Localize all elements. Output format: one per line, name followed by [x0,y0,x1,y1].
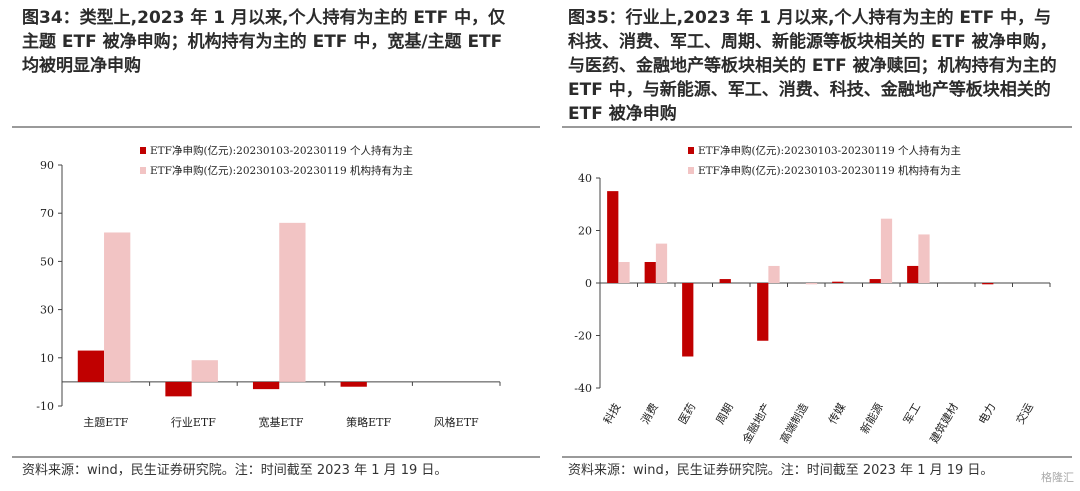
bar-individual [757,283,769,341]
x-category-label: 电力 [976,401,998,427]
x-category-label: 宽基ETF [259,415,304,429]
watermark-logo: 格隆汇 [1041,471,1074,484]
y-tick-label: 10 [40,352,54,365]
x-category-label: 传媒 [826,401,848,427]
x-category-label: 金融地产 [739,401,773,446]
legend-swatch [688,147,694,154]
y-tick-label: 70 [40,207,54,220]
y-tick-label: -40 [574,382,592,395]
x-category-label: 高端制造 [777,401,811,446]
left-footer-rule [12,456,540,458]
bar-institutional [191,360,218,382]
x-category-label: 建筑建材 [927,401,961,446]
bar-institutional [805,283,818,285]
bar-individual [869,279,881,283]
y-tick-label: -20 [574,330,592,343]
right-footer-rule [562,456,1072,458]
left-bar-chart: ETF净申购(亿元):20230103-20230119 个人持有为主 ETF净申… [36,144,501,429]
left-chart-title: 图34：类型上,2023 年 1 月以来,个人持有为主的 ETF 中，仅主题 E… [22,8,506,76]
left-title-rule [12,126,540,128]
bar-individual [252,381,280,390]
left-panel: 图34：类型上,2023 年 1 月以来,个人持有为主的 ETF 中，仅主题 E… [12,8,540,478]
bar-institutional [104,232,131,382]
bar-individual [832,281,844,283]
x-category-label: 军工 [901,401,923,427]
y-tick-label: 50 [40,255,54,268]
bar-individual [77,350,105,382]
bar-institutional [618,262,630,283]
right-title-rule [562,126,1072,128]
x-category-label: 科技 [600,401,623,427]
bar-individual [165,381,192,397]
legend-label: ETF净申购(亿元):20230103-20230119 机构持有为主 [698,164,961,177]
y-tick-label: 0 [585,277,592,290]
left-source-note: 资料来源：wind，民生证券研究院。注：时间截至 2023 年 1 月 19 日… [22,463,448,478]
x-category-label: 消费 [638,401,661,427]
bar-individual [644,262,656,283]
x-category-label: 交运 [1013,401,1036,427]
legend-label: ETF净申购(亿元):20230103-20230119 个人持有为主 [150,144,413,157]
right-chart-title: 图35：行业上,2023 年 1 月以来,个人持有为主的 ETF 中，与科技、消… [568,8,1057,124]
right-source-note: 资料来源：wind，民生证券研究院。注：时间截至 2023 年 1 月 19 日… [568,463,994,478]
legend-label: ETF净申购(亿元):20230103-20230119 个人持有为主 [698,144,961,157]
bar-individual [607,191,619,283]
bar-individual [982,283,994,285]
legend-swatch [140,147,146,154]
y-tick-label: 40 [578,172,592,185]
bar-individual [719,279,731,283]
x-category-label: 周期 [714,401,736,427]
legend-swatch [688,167,694,174]
legend-label: ETF净申购(亿元):20230103-20230119 机构持有为主 [150,164,413,177]
x-category-label: 行业ETF [171,416,216,429]
legend-swatch [140,167,146,174]
bar-institutional [918,234,930,283]
y-tick-label: 20 [578,225,592,238]
y-tick-label: -10 [36,400,54,413]
x-category-label: 医药 [676,401,698,427]
y-tick-label: 30 [40,304,54,317]
bar-individual [907,265,919,283]
bar-individual [682,283,694,357]
bar-institutional [768,265,780,283]
bar-individual [340,381,367,387]
bar-institutional [279,222,306,382]
x-category-label: 风格ETF [434,415,479,429]
right-bar-chart: ETF净申购(亿元):20230103-20230119 个人持有为主 ETF净申… [574,144,1051,446]
bar-institutional [655,243,668,283]
x-category-label: 主题ETF [83,416,128,429]
x-category-label: 新能源 [857,401,886,437]
y-tick-label: 90 [40,159,54,172]
right-panel: 图35：行业上,2023 年 1 月以来,个人持有为主的 ETF 中，与科技、消… [562,0,1080,491]
x-category-label: 策略ETF [346,415,391,429]
bar-institutional [880,218,893,283]
